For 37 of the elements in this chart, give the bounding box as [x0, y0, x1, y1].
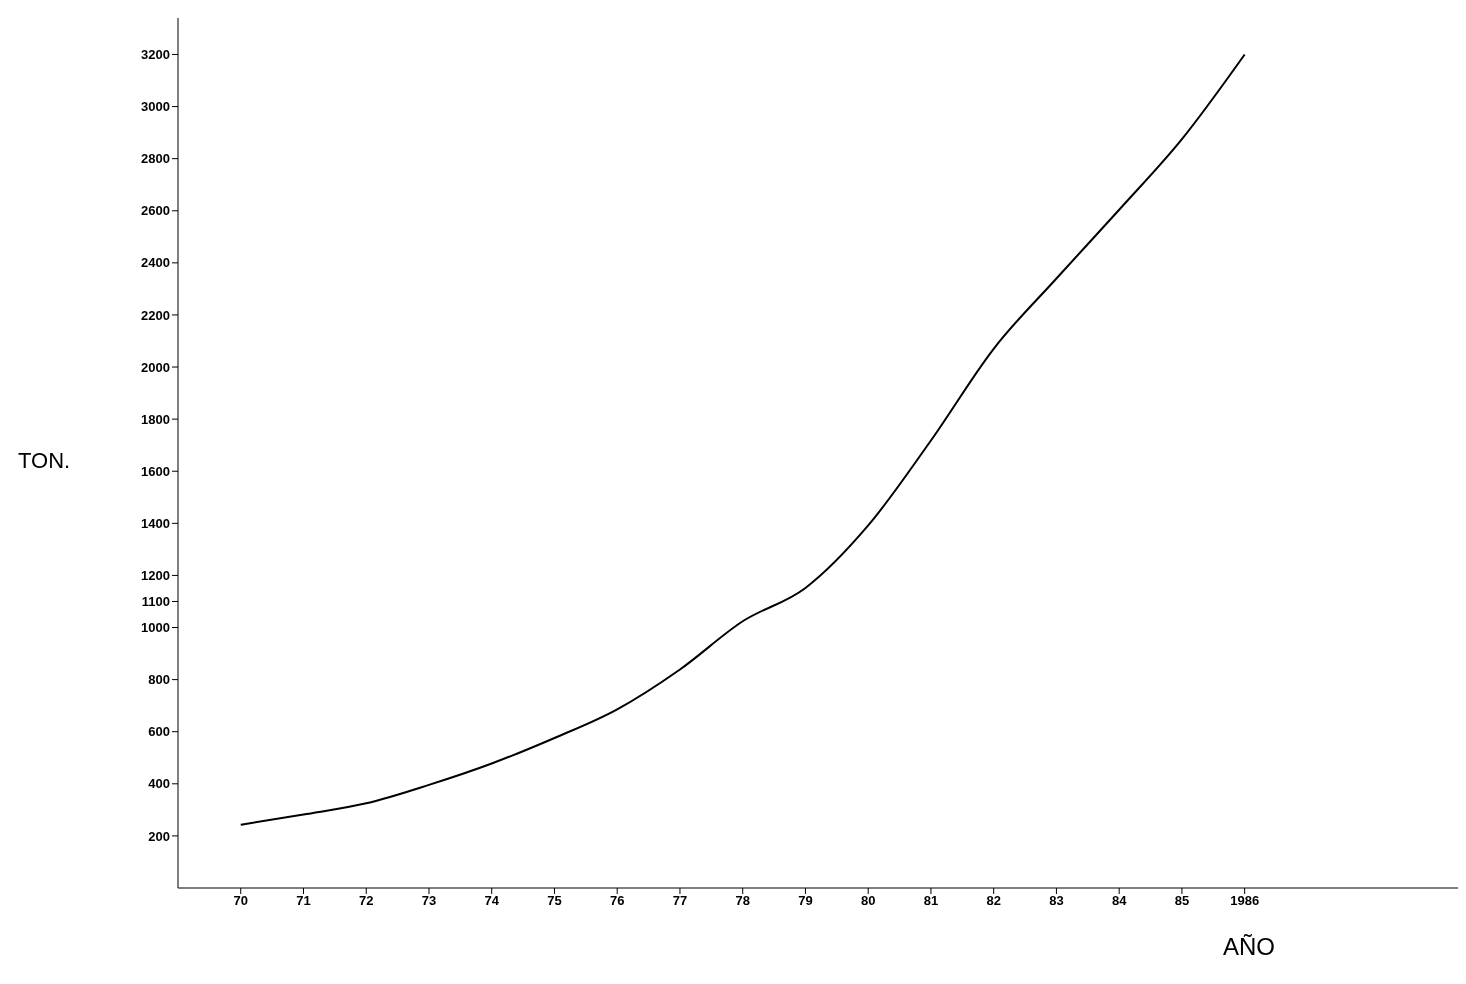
- x-tick-label: 73: [421, 893, 437, 909]
- x-tick-label: 76: [609, 893, 625, 909]
- x-tick-label: 84: [1111, 893, 1128, 909]
- x-tick-label: 78: [735, 893, 750, 909]
- y-tick-label: 200: [148, 828, 170, 844]
- line-series: [239, 53, 1246, 826]
- y-tick-label: 2800: [141, 151, 170, 167]
- x-tick-label: 81: [923, 893, 939, 909]
- y-tick-label: 600: [148, 724, 170, 740]
- y-tick-label: 1400: [141, 515, 170, 531]
- x-tick-label: 75: [547, 893, 562, 909]
- x-tick-label: 79: [798, 893, 813, 909]
- y-tick-label: 2400: [141, 255, 170, 271]
- y-tick-label: 3000: [141, 99, 170, 115]
- y-tick-label: 1800: [141, 411, 170, 427]
- y-tick-label: 400: [148, 776, 170, 792]
- x-tick-label: 82: [986, 893, 1001, 909]
- x-tick-label: 77: [672, 893, 688, 909]
- y-tick-label: 1600: [141, 463, 170, 479]
- x-axis-title: AÑO: [1223, 933, 1276, 961]
- x-tick-label: 74: [484, 893, 500, 909]
- y-tick-label: 1200: [141, 568, 170, 584]
- x-tick-label: 80: [860, 893, 876, 909]
- x-tick-label: 70: [233, 893, 248, 909]
- x-tick-label: 83: [1049, 893, 1064, 909]
- y-tick-label: 2000: [141, 359, 170, 375]
- y-tick-label: 1100: [141, 594, 170, 610]
- x-tick-label: 72: [359, 893, 374, 909]
- y-tick-label: 2600: [141, 203, 170, 219]
- y-tick-label: 2200: [141, 307, 170, 323]
- x-tick-label: 1986: [1230, 893, 1260, 909]
- x-tick-label: 71: [296, 893, 311, 909]
- y-tick-label: 800: [148, 672, 170, 688]
- y-tick-label: 3200: [141, 47, 170, 63]
- y-tick-label: 1000: [141, 620, 170, 636]
- y-axis-title: TON.: [18, 448, 71, 474]
- x-tick-label: 85: [1174, 893, 1190, 909]
